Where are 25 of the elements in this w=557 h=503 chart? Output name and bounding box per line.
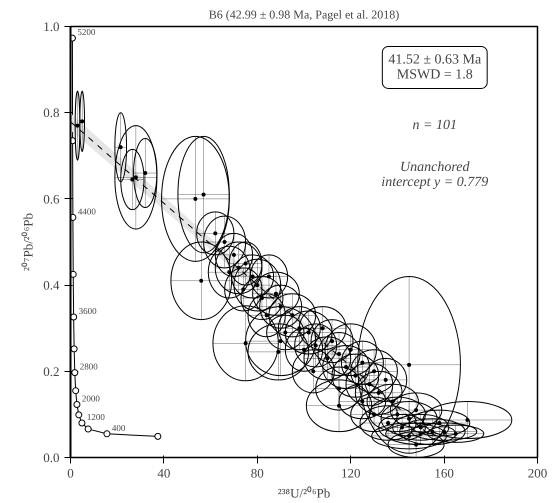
annotation: 2000 xyxy=(82,393,100,404)
annotation: 2800 xyxy=(80,362,98,372)
x-axis-title: ²³⁸U/²⁰⁶Pb xyxy=(278,486,330,500)
x-tick-label: 200 xyxy=(528,466,548,480)
x-tick-label: 0 xyxy=(67,466,74,480)
chart-title: B6 (42.99 ± 0.98 Ma, Pagel et al. 2018) xyxy=(208,8,400,22)
annotation: Unanchored intercept y = 0.779 xyxy=(381,160,488,190)
annotation: 4400 xyxy=(78,206,96,216)
annotation: 3600 xyxy=(78,306,98,316)
y-tick-label: 0.0 xyxy=(43,450,60,465)
annotation: n = 101 xyxy=(412,118,457,134)
y-tick-label: 0.8 xyxy=(43,105,60,120)
y-tick-label: 0.2 xyxy=(43,364,60,379)
y-tick-label: 0.6 xyxy=(43,191,60,206)
x-tick-label: 80 xyxy=(250,466,264,480)
annotation: 1200 xyxy=(86,412,106,422)
y-axis-title: ²⁰⁷Pb/²⁰⁶Pb xyxy=(20,213,36,271)
annotation: 41.52 ± 0.63 Ma MSWD = 1.8 xyxy=(388,52,482,82)
annotation: 5200 xyxy=(77,27,96,38)
y-tick-label: 1.0 xyxy=(43,19,60,34)
x-tick-label: 120 xyxy=(340,466,360,480)
y-tick-label: 0.4 xyxy=(43,278,60,293)
x-tick-label: 40 xyxy=(157,466,170,480)
x-tick-label: 160 xyxy=(434,466,454,480)
annotation: 400 xyxy=(112,422,126,433)
